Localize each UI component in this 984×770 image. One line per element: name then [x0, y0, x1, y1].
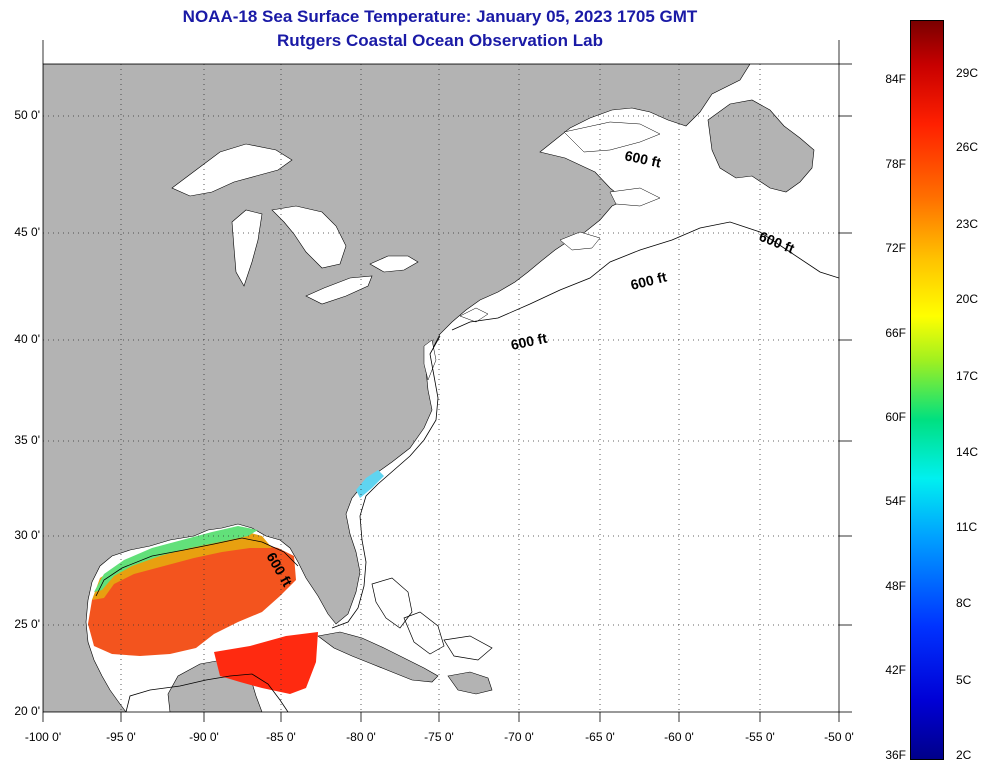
- colorbar-f-label: 48F: [885, 579, 906, 593]
- lon-label-90: -90 0': [189, 730, 219, 744]
- colorbar-f-label: 78F: [885, 157, 906, 171]
- lat-label-35: 35 0': [14, 433, 40, 447]
- lon-label-70: -70 0': [504, 730, 534, 744]
- color-scale-bar: [910, 20, 944, 760]
- colorbar-c-label: 29C: [956, 66, 979, 80]
- colorbar-c-label: 26C: [956, 140, 979, 154]
- lon-label-50: -50 0': [824, 730, 854, 744]
- colorbar-c-label: 8C: [956, 596, 972, 610]
- colorbar-f-label: 84F: [885, 72, 906, 86]
- lat-label-30: 30 0': [14, 528, 40, 542]
- colorbar-f-label: 60F: [885, 410, 906, 424]
- lat-label-50: 50 0': [14, 108, 40, 122]
- colorbar-c-label: 5C: [956, 673, 972, 687]
- sst-caribbean-hot: [214, 632, 318, 694]
- map-title: NOAA-18 Sea Surface Temperature: January…: [182, 7, 698, 26]
- colorbar-c-label: 11C: [956, 520, 978, 534]
- lat-label-40: 40 0': [14, 332, 40, 346]
- inland-water: [423, 121, 661, 381]
- land-hispaniola: [447, 671, 493, 695]
- axis-ticks: [42, 40, 852, 722]
- colorbar-f-label: 54F: [885, 494, 906, 508]
- lon-label-85: -85 0': [266, 730, 296, 744]
- map-subtitle: Rutgers Coastal Ocean Observation Lab: [277, 31, 603, 50]
- sst-gulf-coast-band: [94, 526, 258, 592]
- lon-label-95: -95 0': [106, 730, 136, 744]
- lon-label-100: -100 0': [24, 730, 62, 744]
- colorbar-c-label: 17C: [956, 369, 979, 383]
- land-newfoundland: [707, 99, 815, 193]
- isobath-label: 600 ft: [509, 330, 548, 353]
- land-north-america: [43, 64, 751, 712]
- lat-label-20: 20 0': [14, 704, 40, 718]
- colorbar-c-label: 2C: [956, 748, 972, 762]
- colorbar-f-label: 42F: [885, 663, 906, 677]
- bahamas: [371, 577, 493, 661]
- colorbar-c-label: 20C: [956, 292, 979, 306]
- sst-gulf-cool-shelf: [92, 530, 272, 600]
- isobath-600ft: [95, 221, 839, 712]
- isobath-label: 600 ft: [623, 147, 662, 170]
- colorbar-c-label: 23C: [956, 217, 979, 231]
- colorbar-f-label: 36F: [885, 748, 906, 762]
- land-cuba: [317, 631, 439, 683]
- colorbar-f-label: 72F: [885, 241, 906, 255]
- lon-label-80: -80 0': [346, 730, 376, 744]
- lon-label-60: -60 0': [664, 730, 694, 744]
- lon-label-65: -65 0': [585, 730, 615, 744]
- sst-carolina-coast: [356, 470, 384, 498]
- great-lakes: [171, 143, 419, 305]
- map-frame: [42, 63, 840, 713]
- lon-label-75: -75 0': [424, 730, 454, 744]
- lat-label-25: 25 0': [14, 617, 40, 631]
- lon-label-55: -55 0': [745, 730, 775, 744]
- graticule: [43, 64, 839, 712]
- lat-label-45: 45 0': [14, 225, 40, 239]
- colorbar-c-label: 14C: [956, 445, 979, 459]
- colorbar-f-label: 66F: [885, 326, 906, 340]
